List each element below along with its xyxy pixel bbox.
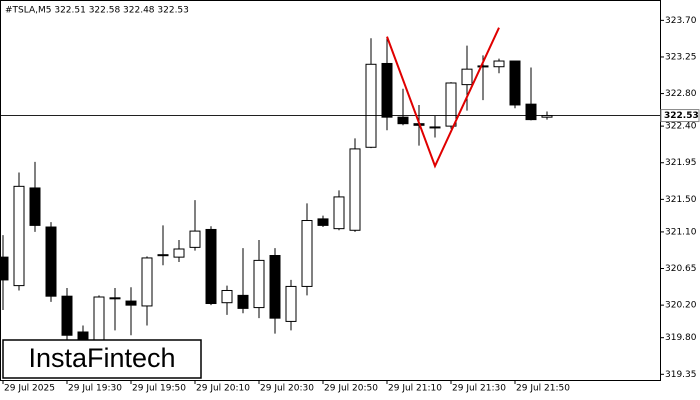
y-tick-label: 321.50 [665, 195, 697, 205]
y-tick-label: 319.35 [665, 370, 697, 380]
x-tick-label: 29 Jul 20:50 [324, 384, 378, 394]
candle-body [109, 297, 121, 300]
logo: InstaFintech [28, 343, 175, 373]
candle-body [493, 60, 505, 68]
candle-body [365, 63, 377, 148]
y-tick-label: 321.10 [665, 227, 697, 237]
current-price-box [660, 109, 700, 123]
candle-body [61, 295, 73, 336]
x-tick-label: 29 Jul 20:30 [260, 384, 314, 394]
candle-body [317, 218, 329, 226]
candle-body [509, 60, 521, 106]
y-tick-label: 323.25 [665, 52, 697, 62]
candle-body [525, 103, 537, 121]
candle-body [29, 187, 41, 226]
candle-body [45, 226, 57, 297]
chart-title: #TSLA,M5 322.51 322.58 322.48 322.53 [5, 6, 189, 16]
x-tick-label: 29 Jul 21:30 [452, 384, 506, 394]
y-tick-label: 322.40 [665, 122, 697, 132]
y-tick-label: 319.80 [665, 333, 697, 343]
candle-body [141, 257, 153, 307]
candle-body [429, 126, 441, 129]
candle-body [333, 196, 345, 230]
candle-body [381, 62, 393, 118]
candle-body [221, 289, 233, 304]
candle-body [461, 68, 473, 86]
plot-frame [0, 0, 661, 381]
current-price-label: 322.53 [664, 111, 699, 121]
y-tick-label: 320.20 [665, 301, 697, 311]
pattern-line [386, 27, 500, 169]
candle-body [301, 220, 313, 287]
y-tick-label: 323.70 [665, 16, 697, 26]
candle-body [13, 185, 25, 287]
candle-body [477, 65, 489, 68]
logo-box [2, 339, 202, 379]
x-tick-label: 29 Jul 2025 [4, 384, 55, 394]
candle-body [125, 300, 137, 306]
candle-body [93, 296, 105, 341]
x-tick-label: 29 Jul 21:50 [516, 384, 570, 394]
candle-body [253, 259, 265, 309]
candle-body [269, 255, 281, 319]
y-tick-label: 321.95 [665, 158, 697, 168]
candle-body [349, 148, 361, 231]
x-tick-label: 29 Jul 19:30 [68, 384, 122, 394]
candle-body [285, 285, 297, 322]
candle-body [397, 116, 409, 125]
x-tick-label: 29 Jul 19:50 [132, 384, 186, 394]
candle-body [189, 230, 201, 248]
candle-body [205, 228, 217, 305]
candle-body [173, 248, 185, 258]
x-tick-label: 29 Jul 21:10 [388, 384, 442, 394]
x-tick-label: 29 Jul 20:10 [196, 384, 250, 394]
candle-body [445, 82, 457, 127]
y-tick-label: 320.65 [665, 264, 697, 274]
candle-body [157, 254, 169, 257]
y-tick-label: 322.80 [665, 89, 697, 99]
candle-body [0, 256, 9, 281]
candle-body [237, 294, 249, 309]
